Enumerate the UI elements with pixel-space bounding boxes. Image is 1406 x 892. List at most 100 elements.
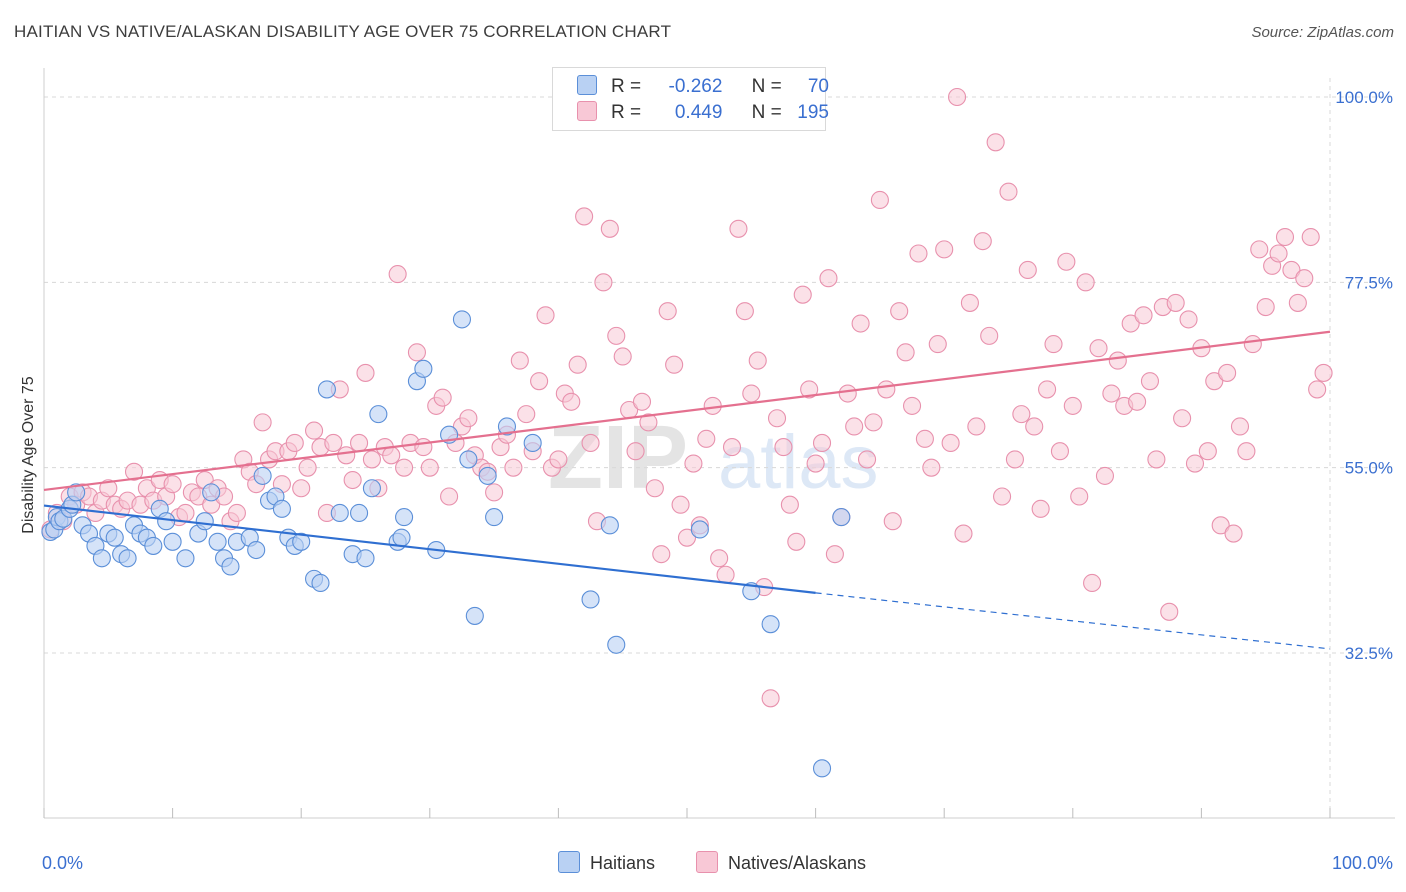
- legend-natives[interactable]: Natives/Alaskans: [696, 851, 866, 874]
- haitian-point: [607, 635, 626, 654]
- native-point: [530, 372, 549, 391]
- native-point: [1198, 442, 1217, 461]
- native-point: [626, 442, 645, 461]
- natives-n-label: N =: [751, 102, 782, 123]
- haitian-point: [600, 516, 619, 535]
- native-point: [1250, 240, 1269, 259]
- haitians-points: [41, 310, 851, 778]
- native-point: [1057, 252, 1076, 271]
- native-point: [292, 479, 311, 498]
- haitian-point: [92, 549, 111, 568]
- haitians-n-value: 70: [807, 76, 829, 97]
- native-point: [787, 532, 806, 551]
- native-point: [935, 240, 954, 259]
- native-point: [1224, 524, 1243, 543]
- natives-r-value: 0.449: [674, 102, 723, 123]
- native-point: [1160, 602, 1179, 621]
- haitian-point: [465, 606, 484, 625]
- native-point: [1230, 417, 1250, 436]
- haitians-n-label: N =: [751, 76, 782, 97]
- native-point: [806, 454, 825, 473]
- native-point: [562, 392, 581, 411]
- haitian-point: [163, 532, 182, 551]
- native-point: [99, 479, 118, 498]
- native-point: [800, 380, 819, 399]
- haitian-point: [478, 466, 497, 485]
- native-point: [594, 273, 613, 292]
- native-point: [285, 433, 304, 453]
- native-point: [1314, 363, 1333, 382]
- native-point: [980, 326, 999, 345]
- native-point: [414, 438, 433, 457]
- native-point: [812, 433, 832, 453]
- haitian-point: [317, 380, 336, 399]
- haitians-r-value: -0.262: [668, 76, 723, 97]
- native-point: [607, 326, 626, 345]
- native-point: [767, 409, 787, 428]
- native-point: [1083, 573, 1102, 593]
- native-point: [864, 413, 883, 432]
- native-point: [722, 438, 742, 457]
- native-point: [967, 417, 986, 436]
- native-point: [941, 433, 960, 453]
- native-point: [407, 343, 426, 362]
- native-point: [684, 454, 703, 473]
- watermark-zip: ZIP: [548, 408, 688, 508]
- native-point: [1025, 417, 1044, 436]
- legend-haitians[interactable]: Haitians: [558, 851, 655, 874]
- native-point: [1166, 293, 1185, 312]
- native-point: [845, 417, 864, 436]
- legend-natives-swatch: [696, 851, 718, 873]
- haitian-point: [292, 532, 311, 551]
- legend-row-haitians: R = -0.262 N = 70: [577, 75, 829, 101]
- y-tick-label: 55.0%: [1345, 459, 1393, 478]
- native-point: [163, 475, 182, 494]
- native-point: [697, 429, 716, 448]
- native-point: [1237, 442, 1256, 461]
- native-point: [568, 355, 587, 374]
- native-point: [575, 207, 594, 226]
- legend-haitians-swatch: [558, 851, 580, 873]
- native-point: [504, 458, 523, 477]
- native-point: [1038, 380, 1057, 399]
- native-point: [1044, 335, 1063, 354]
- haitian-point: [67, 483, 86, 502]
- haitian-point: [362, 479, 381, 498]
- haitians-trend-extension: [815, 592, 1331, 650]
- haitian-point: [356, 549, 375, 568]
- native-point: [1108, 351, 1127, 370]
- native-point: [433, 388, 452, 407]
- native-point: [510, 351, 529, 370]
- native-point: [1179, 310, 1198, 329]
- native-point: [227, 503, 246, 523]
- x-tick-label-max: 100.0%: [1332, 853, 1393, 873]
- native-point: [600, 219, 619, 238]
- haitian-point: [497, 417, 517, 436]
- haitian-point: [350, 503, 369, 523]
- native-point: [652, 545, 671, 564]
- haitians-swatch: [577, 75, 597, 95]
- haitian-point: [832, 508, 851, 527]
- natives-r-label: R =: [611, 102, 642, 123]
- haitians-r-label: R =: [611, 76, 642, 97]
- haitian-point: [414, 359, 433, 378]
- native-point: [748, 351, 767, 370]
- native-point: [645, 479, 664, 498]
- native-point: [343, 470, 362, 490]
- haitian-point: [369, 405, 388, 424]
- native-point: [658, 302, 677, 321]
- native-point: [1140, 372, 1160, 391]
- native-point: [485, 483, 504, 502]
- native-point: [1282, 260, 1301, 280]
- native-point: [549, 450, 568, 469]
- haitian-point: [392, 528, 411, 547]
- haitian-point: [581, 590, 600, 609]
- native-point: [774, 438, 793, 457]
- native-point: [356, 363, 375, 382]
- native-point: [902, 396, 922, 415]
- native-point: [793, 285, 812, 304]
- native-point: [677, 528, 697, 547]
- trend-lines: [43, 330, 1331, 650]
- haitian-point: [330, 503, 349, 523]
